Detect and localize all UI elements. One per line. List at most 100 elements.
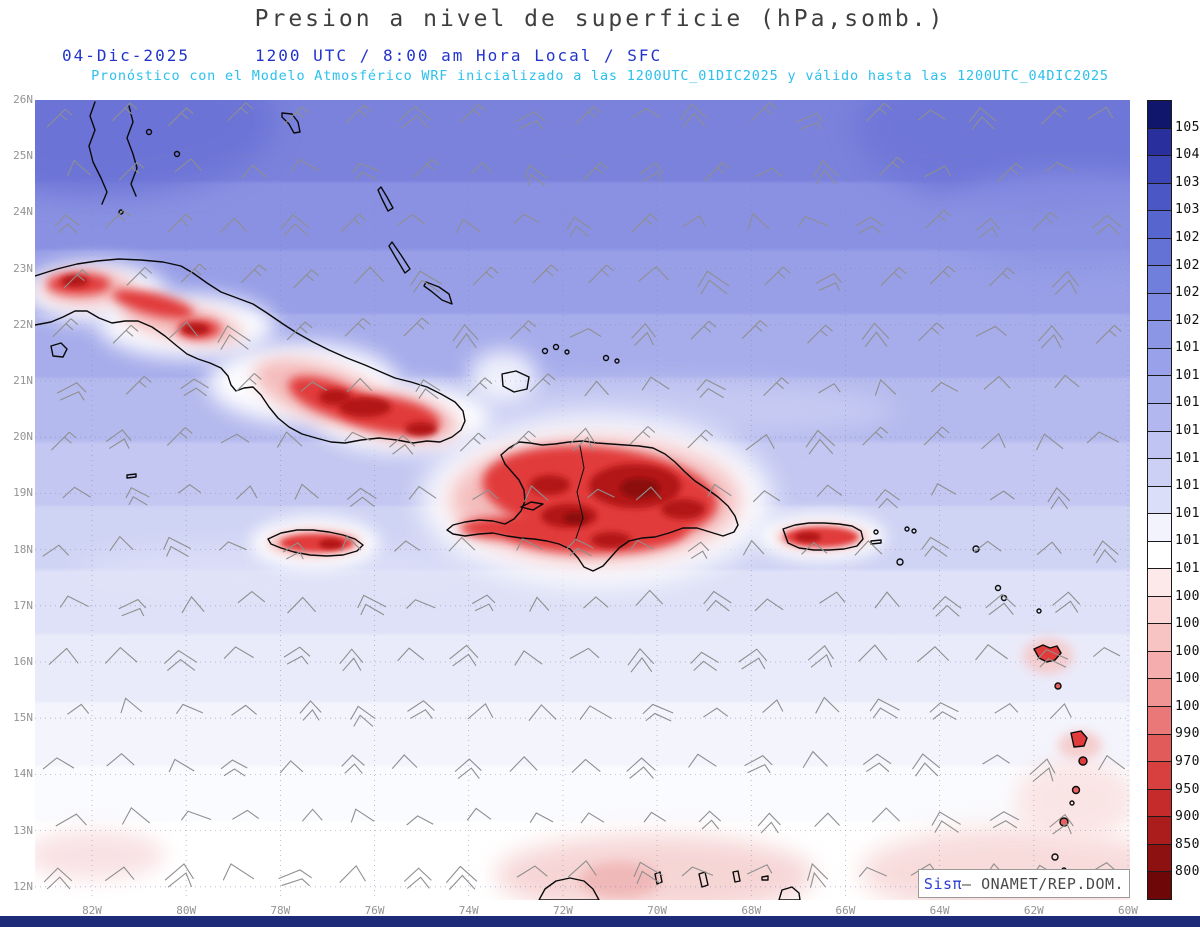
wind-barb <box>341 754 365 774</box>
legend-cell <box>1148 183 1171 212</box>
legend-cell <box>1148 293 1171 322</box>
wind-barb <box>407 700 435 719</box>
wind-barb <box>452 323 479 349</box>
wind-barb <box>1035 433 1064 451</box>
wind-barb <box>762 699 784 714</box>
wind-barb <box>339 864 366 884</box>
wind-barb <box>278 869 312 887</box>
wind-barb <box>763 377 789 397</box>
lat-label: 22N <box>13 317 33 331</box>
wind-barb <box>415 379 441 400</box>
wind-barbs-layer <box>42 102 1126 891</box>
wind-barb <box>819 591 846 604</box>
wind-barb <box>752 490 781 503</box>
wind-barb <box>294 483 319 500</box>
wind-barb <box>982 754 1010 765</box>
wind-barb <box>687 541 710 559</box>
wind-barb <box>583 596 609 609</box>
wind-barb <box>815 273 842 291</box>
wind-barb <box>757 812 781 834</box>
wind-barb <box>357 594 387 616</box>
wind-barb <box>513 213 540 224</box>
coastlines-layer <box>35 101 1088 900</box>
wind-barb <box>105 429 132 450</box>
wind-barb <box>631 213 658 233</box>
wind-barb <box>865 102 892 122</box>
cat-island <box>377 186 394 212</box>
wind-barb <box>682 215 706 228</box>
wind-barb <box>283 646 311 665</box>
legend-label: 1030 <box>1175 202 1200 218</box>
legend-cell <box>1148 156 1171 184</box>
wind-barb <box>63 269 90 289</box>
wind-barb <box>471 594 496 612</box>
wind-barb <box>408 485 437 500</box>
wind-barb <box>164 863 195 888</box>
legend-label: 1010 <box>1175 560 1200 576</box>
wind-barb <box>854 540 883 556</box>
wind-barb <box>54 214 80 234</box>
wind-barb <box>46 108 73 128</box>
wind-barb <box>744 755 773 774</box>
wind-barb <box>345 104 372 124</box>
legend-label: 1020 <box>1175 312 1200 328</box>
legend-label: 1015 <box>1175 450 1200 466</box>
wind-barb <box>516 865 548 878</box>
wind-barb <box>582 162 608 181</box>
wind-barb <box>280 214 310 237</box>
wind-barb <box>930 381 959 393</box>
grenada <box>1059 817 1069 827</box>
guadeloupe <box>1033 644 1062 663</box>
wind-barb <box>641 376 670 391</box>
wind-barb <box>291 158 320 173</box>
wind-barb <box>232 809 260 820</box>
wind-barb <box>916 646 950 663</box>
wind-barb <box>703 590 732 612</box>
wind-barb <box>301 808 323 822</box>
wind-barb <box>917 109 946 121</box>
wind-barb <box>997 162 1024 182</box>
legend-label: 850 <box>1175 836 1200 852</box>
legend-cell <box>1148 679 1171 708</box>
wind-barb <box>67 159 91 177</box>
wind-barb <box>626 757 656 779</box>
forecast-info: Pronóstico con el Modelo Atmosférico WRF… <box>91 68 1109 84</box>
puerto-rico-coastline <box>782 522 864 551</box>
st-vincent <box>1071 785 1081 795</box>
lat-label: 20N <box>13 430 33 444</box>
wind-barb <box>346 487 377 508</box>
wind-barb <box>680 103 708 127</box>
wind-barb <box>703 162 730 181</box>
wind-barb <box>802 750 828 769</box>
lat-label: 14N <box>13 767 33 781</box>
wind-barb <box>642 703 674 722</box>
wind-barb <box>1047 487 1071 510</box>
wind-barb <box>869 698 900 719</box>
wind-barb <box>67 703 90 715</box>
wind-barb <box>524 485 549 503</box>
wind-barb <box>118 161 145 181</box>
legend-cell <box>1148 734 1171 763</box>
wind-barb <box>635 486 662 501</box>
wind-barb <box>975 644 1008 661</box>
wind-barb <box>745 433 775 451</box>
wind-barb <box>104 866 135 882</box>
wind-barb <box>925 209 951 229</box>
lat-label: 15N <box>13 711 33 725</box>
wind-barb <box>125 487 150 506</box>
wind-barb <box>109 535 134 552</box>
wind-barb <box>1049 813 1074 835</box>
wind-barb <box>932 595 962 617</box>
wind-barb <box>746 212 770 231</box>
hispaniola-coastline <box>446 440 739 572</box>
lat-label: 24N <box>13 205 33 219</box>
legend-label: 990 <box>1175 726 1200 742</box>
pressure-map <box>35 100 1130 900</box>
wind-barb <box>989 811 1020 829</box>
wind-barb <box>587 488 615 499</box>
bahamas-andros <box>88 101 108 205</box>
wind-barb <box>798 215 829 227</box>
pressure-field-layer <box>35 100 1130 900</box>
wind-barb <box>1032 211 1059 231</box>
